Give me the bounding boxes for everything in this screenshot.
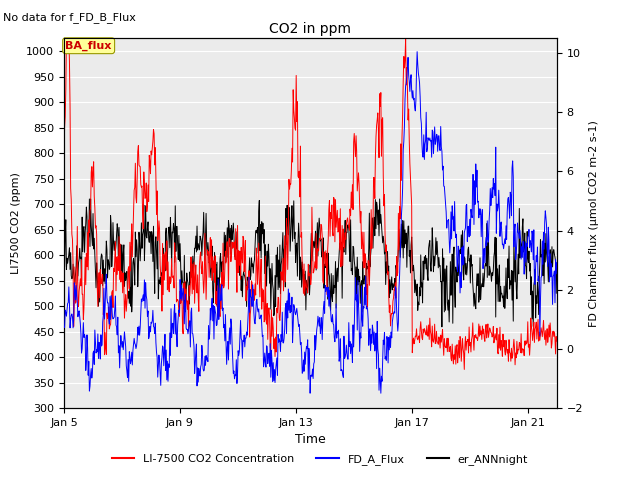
Legend: LI-7500 CO2 Concentration, FD_A_Flux, er_ANNnight: LI-7500 CO2 Concentration, FD_A_Flux, er…	[108, 450, 532, 469]
X-axis label: Time: Time	[295, 433, 326, 446]
Text: No data for f_FD_B_Flux: No data for f_FD_B_Flux	[3, 12, 136, 23]
Title: CO2 in ppm: CO2 in ppm	[269, 22, 351, 36]
Y-axis label: FD Chamber flux (μmol CO2 m-2 s-1): FD Chamber flux (μmol CO2 m-2 s-1)	[589, 120, 598, 326]
Y-axis label: LI7500 CO2 (ppm): LI7500 CO2 (ppm)	[11, 172, 20, 274]
Text: BA_flux: BA_flux	[65, 41, 112, 51]
